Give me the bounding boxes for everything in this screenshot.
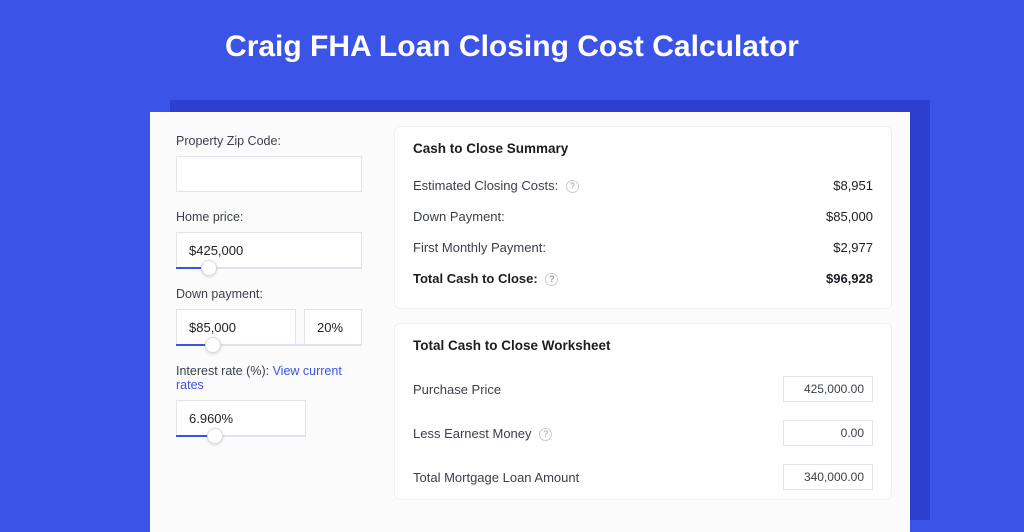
zip-label: Property Zip Code: [176,134,362,148]
inputs-column: Property Zip Code: Home price: Down paym… [150,112,380,532]
summary-value: $85,000 [826,209,873,224]
worksheet-row-loan-amount: Total Mortgage Loan Amount [413,455,873,499]
worksheet-title: Total Cash to Close Worksheet [413,338,873,353]
interest-rate-input[interactable] [176,400,306,436]
summary-label: Down Payment: [413,209,505,224]
worksheet-card: Total Cash to Close Worksheet Purchase P… [394,323,892,500]
summary-title: Cash to Close Summary [413,141,873,156]
summary-label: First Monthly Payment: [413,240,546,255]
worksheet-input-earnest-money[interactable] [783,420,873,446]
worksheet-row-purchase-price: Purchase Price [413,367,873,411]
summary-value: $2,977 [833,240,873,255]
interest-rate-slider-thumb[interactable] [207,428,223,444]
calculator-panel: Property Zip Code: Home price: Down paym… [150,112,910,532]
home-price-label: Home price: [176,210,362,224]
down-payment-slider[interactable] [176,344,362,346]
summary-row-first-payment: First Monthly Payment: $2,977 [413,232,873,263]
help-icon[interactable]: ? [545,273,558,286]
worksheet-label: Less Earnest Money [413,426,532,441]
summary-value: $96,928 [826,271,873,286]
down-payment-pct-input[interactable] [304,309,362,345]
zip-group: Property Zip Code: [176,134,362,192]
worksheet-input-loan-amount[interactable] [783,464,873,490]
help-icon[interactable]: ? [566,180,579,193]
home-price-group: Home price: [176,210,362,269]
down-payment-label: Down payment: [176,287,362,301]
help-icon[interactable]: ? [539,428,552,441]
worksheet-input-purchase-price[interactable] [783,376,873,402]
worksheet-label: Total Mortgage Loan Amount [413,470,579,485]
results-column: Cash to Close Summary Estimated Closing … [380,112,910,532]
zip-input[interactable] [176,156,362,192]
worksheet-row-earnest-money: Less Earnest Money ? [413,411,873,455]
summary-row-total: Total Cash to Close: ? $96,928 [413,263,873,294]
interest-rate-label-text: Interest rate (%): [176,364,273,378]
summary-label: Estimated Closing Costs: [413,178,558,193]
summary-row-down-payment: Down Payment: $85,000 [413,201,873,232]
worksheet-label: Purchase Price [413,382,501,397]
summary-value: $8,951 [833,178,873,193]
page-title: Craig FHA Loan Closing Cost Calculator [0,0,1024,88]
summary-label: Total Cash to Close: [413,271,538,286]
home-price-slider-thumb[interactable] [201,260,217,276]
down-payment-group: Down payment: [176,287,362,346]
down-payment-input[interactable] [176,309,296,345]
summary-card: Cash to Close Summary Estimated Closing … [394,126,892,309]
interest-rate-label: Interest rate (%): View current rates [176,364,362,392]
summary-row-closing-costs: Estimated Closing Costs: ? $8,951 [413,170,873,201]
home-price-slider[interactable] [176,267,362,269]
down-payment-slider-thumb[interactable] [205,337,221,353]
interest-rate-group: Interest rate (%): View current rates [176,364,362,437]
interest-rate-slider[interactable] [176,435,306,437]
